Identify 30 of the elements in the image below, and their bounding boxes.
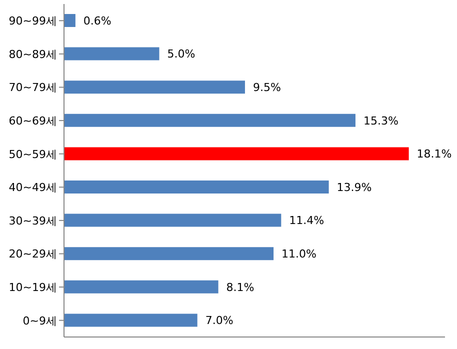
- data-label: 11.4%: [289, 214, 324, 228]
- bar: [64, 14, 76, 27]
- data-label: 15.3%: [363, 114, 398, 128]
- bar: [64, 147, 409, 160]
- bar: [64, 114, 356, 127]
- y-tick-label: 70~79세: [8, 81, 57, 94]
- y-tick-label: 60~69세: [8, 114, 57, 128]
- bar: [64, 47, 160, 60]
- data-label: 0.6%: [83, 14, 112, 28]
- bar: [64, 80, 245, 94]
- y-tick-label: 90~99세: [8, 14, 57, 28]
- data-label: 18.1%: [416, 148, 452, 161]
- data-label: 5.0%: [167, 48, 196, 61]
- bar: [64, 314, 198, 327]
- bar: [64, 214, 282, 227]
- data-label: 9.5%: [252, 80, 281, 94]
- bar: [64, 280, 218, 294]
- y-tick-label: 50~59세: [8, 148, 57, 161]
- data-label: 11.0%: [282, 247, 317, 260]
- bar: [64, 180, 329, 194]
- y-tick-label: 20~29세: [8, 248, 57, 261]
- y-tick-label: 30~39세: [8, 214, 57, 228]
- y-tick-label: 0~9세: [22, 314, 57, 328]
- data-label: 8.1%: [226, 280, 254, 294]
- data-label: 13.9%: [336, 180, 372, 194]
- y-tick-label: 10~19세: [8, 280, 57, 294]
- y-tick-label: 80~89세: [8, 48, 57, 61]
- data-label: 7.0%: [205, 314, 234, 328]
- y-tick-label: 40~49세: [8, 181, 57, 194]
- bar: [64, 247, 274, 260]
